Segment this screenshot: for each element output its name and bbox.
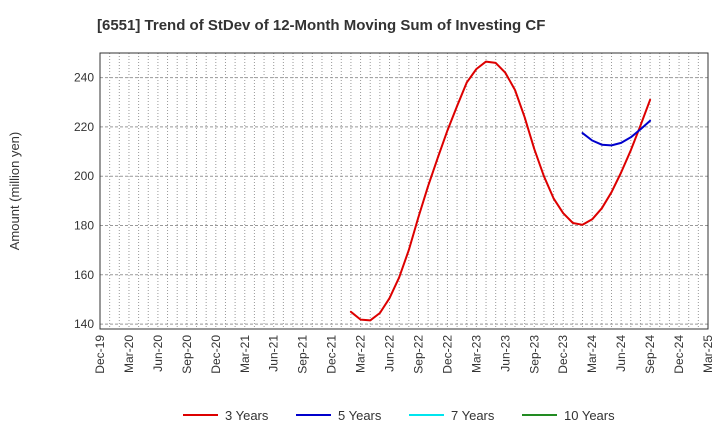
x-tick-label: Jun-24 — [614, 335, 628, 372]
y-axis-ticks: 140 160 180 200 220 240 — [74, 71, 94, 331]
x-tick-label: Sep-23 — [527, 335, 541, 374]
series-line-3-years — [349, 60, 652, 322]
y-tick-label: 180 — [74, 219, 94, 233]
x-tick-label: Dec-24 — [672, 335, 686, 374]
chart-title: [6551] Trend of StDev of 12-Month Moving… — [97, 17, 545, 34]
legend: 3 Years 5 Years 7 Years 10 Years — [183, 408, 615, 423]
legend-label: 10 Years — [564, 408, 615, 423]
series-line-5-years — [581, 119, 652, 147]
grid — [100, 53, 708, 329]
x-tick-label: Dec-21 — [325, 335, 339, 374]
x-tick-label: Sep-21 — [296, 335, 310, 374]
y-axis-label: Amount (million yen) — [7, 132, 22, 251]
x-tick-label: Jun-21 — [267, 335, 281, 372]
y-tick-label: 240 — [74, 71, 94, 85]
legend-label: 3 Years — [225, 408, 269, 423]
x-tick-label: Mar-23 — [469, 335, 483, 373]
x-tick-label: Mar-21 — [238, 335, 252, 373]
plot-frame — [99, 52, 709, 330]
y-tick-label: 200 — [74, 169, 94, 183]
x-tick-label: Dec-23 — [556, 335, 570, 374]
x-tick-label: Mar-20 — [122, 335, 136, 373]
x-tick-label: Dec-20 — [209, 335, 223, 374]
x-tick-label: Dec-19 — [93, 335, 107, 374]
x-tick-label: Jun-23 — [498, 335, 512, 372]
x-axis-ticks: Dec-19 Mar-20 Jun-20 Sep-20 Dec-20 Mar-21 Jun-… — [93, 335, 715, 374]
x-tick-label: Mar-25 — [701, 335, 715, 373]
x-tick-label: Dec-22 — [440, 335, 454, 374]
y-tick-label: 140 — [74, 317, 94, 331]
legend-label: 7 Years — [451, 408, 495, 423]
y-tick-label: 220 — [74, 120, 94, 134]
x-tick-label: Sep-24 — [643, 335, 657, 374]
y-tick-label: 160 — [74, 268, 94, 282]
legend-label: 5 Years — [338, 408, 382, 423]
x-tick-label: Jun-20 — [151, 335, 165, 372]
x-tick-label: Mar-22 — [354, 335, 368, 373]
x-tick-label: Sep-22 — [411, 335, 425, 374]
x-tick-label: Mar-24 — [585, 335, 599, 373]
series-lines — [349, 60, 652, 322]
x-tick-label: Sep-20 — [180, 335, 194, 374]
x-tick-label: Jun-22 — [383, 335, 397, 372]
